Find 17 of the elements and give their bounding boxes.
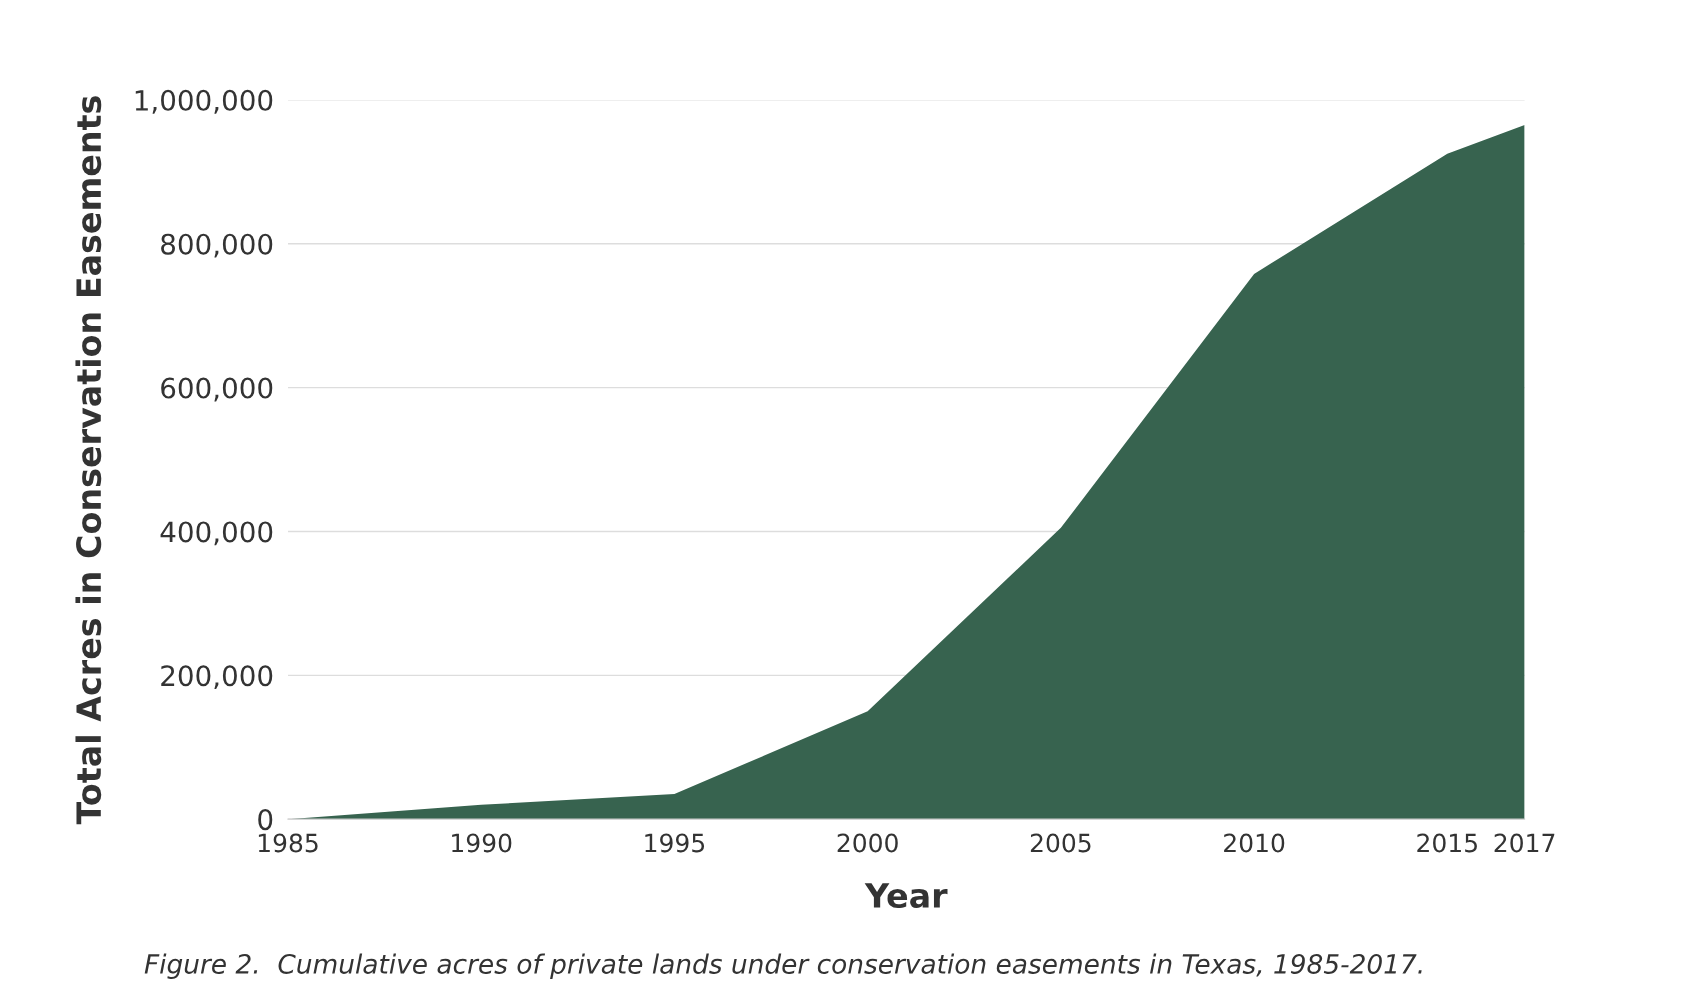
- x-tick-label: 2015: [1417, 833, 1477, 853]
- x-tick-label: 1985: [258, 833, 318, 853]
- y-tick-label: 600,000: [161, 377, 273, 402]
- y-tick-label: 800,000: [161, 233, 273, 258]
- x-tick-label: 1995: [645, 833, 705, 853]
- x-tick-label: 1990: [452, 833, 512, 853]
- x-tick-label: 2010: [1224, 833, 1285, 853]
- y-tick-label: 200,000: [161, 665, 273, 690]
- x-tick-label: 2000: [837, 833, 898, 853]
- y-tick-label: 0: [258, 809, 273, 831]
- x-tick-label: 2005: [1030, 833, 1091, 853]
- x-tick-label: 2017: [1494, 833, 1555, 853]
- x-axis-title: Year: [864, 883, 948, 909]
- y-tick-label: 1,000,000: [135, 89, 273, 114]
- y-tick-label: 400,000: [160, 521, 273, 546]
- y-axis-title: Total Acres in Conservation Easements: [75, 96, 102, 825]
- caption: Figure 2. Cumulative acres of private lands under conservation easements in Texas, 1985-2017.: [144, 953, 1422, 980]
